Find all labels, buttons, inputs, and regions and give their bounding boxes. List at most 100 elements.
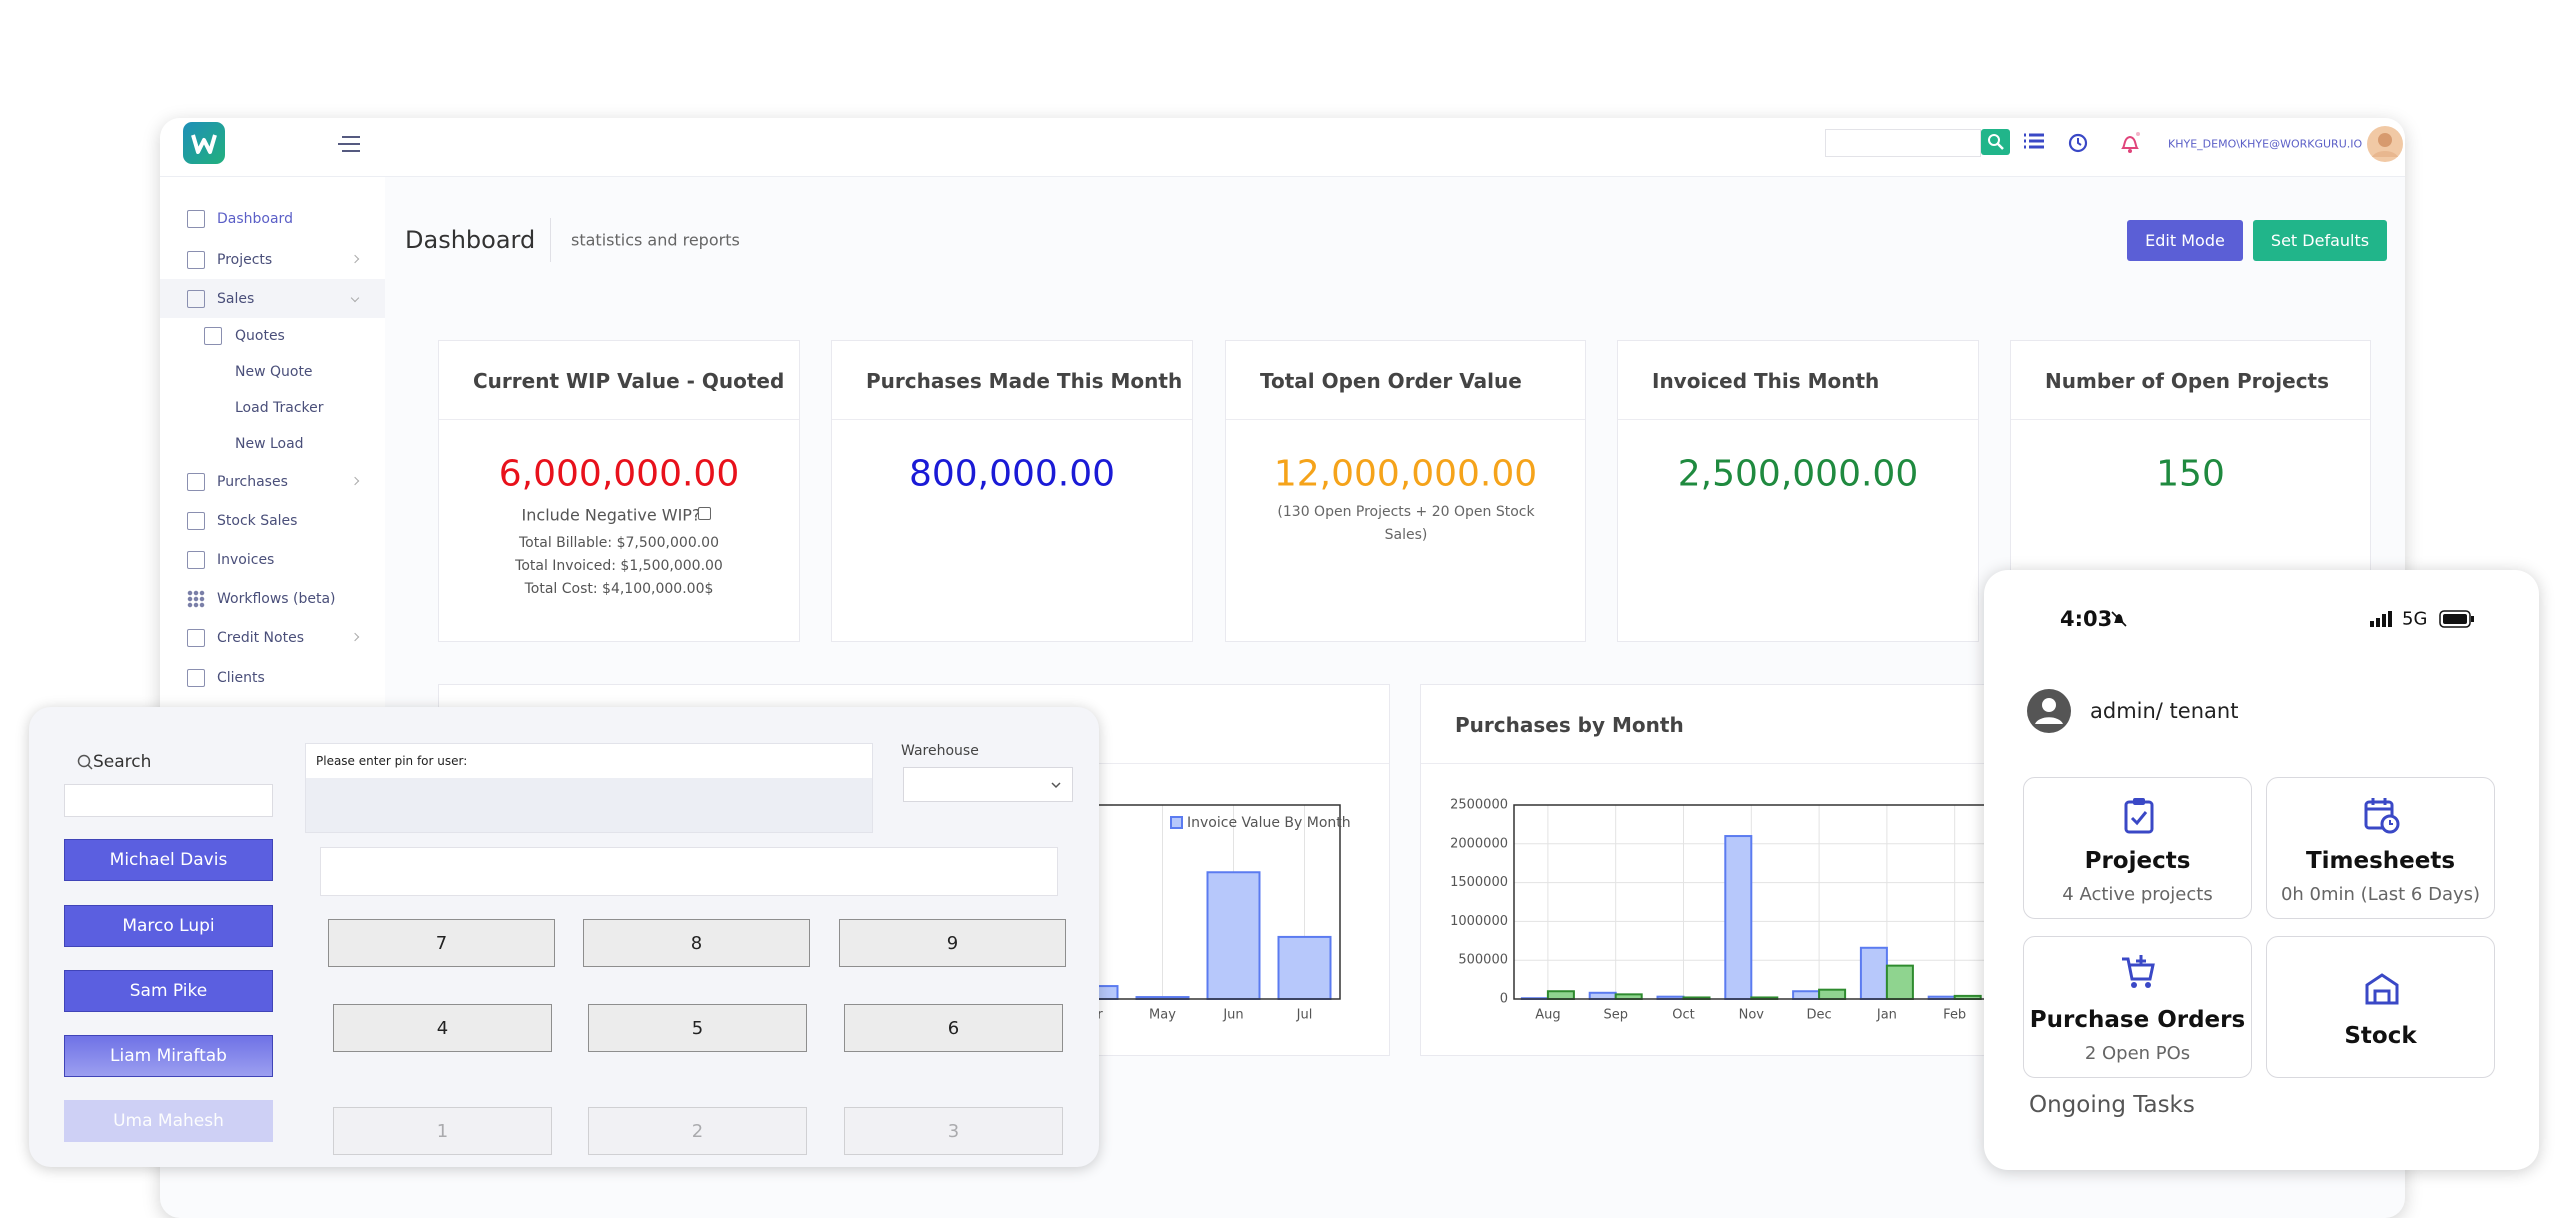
- employee-button[interactable]: Michael Davis: [64, 839, 273, 881]
- x-tick-label: Sep: [1603, 1008, 1628, 1023]
- card-value: 12,000,000.00: [1273, 453, 1538, 495]
- tile-subtitle: 0h 0min (Last 6 Days): [2280, 884, 2481, 905]
- battery-icon: [2439, 610, 2474, 628]
- page-title: Dashboard: [405, 226, 536, 254]
- stat-card: Current WIP Value - Quoted 6,000,000.00 …: [438, 340, 800, 642]
- search-input[interactable]: [1825, 129, 1981, 157]
- sidebar-icon: [187, 290, 205, 308]
- bar: [1859, 946, 1888, 1000]
- search-icon: [1988, 134, 2004, 150]
- sidebar-icon: [204, 327, 222, 345]
- pin-prompt: Please enter pin for user:: [316, 754, 468, 768]
- sidebar-icon: [187, 590, 205, 608]
- sidebar-item[interactable]: New Load: [235, 436, 304, 452]
- page-subtitle: statistics and reports: [571, 230, 740, 250]
- employee-button[interactable]: Marco Lupi: [64, 905, 273, 947]
- card-title: Invoiced This Month: [1652, 369, 1880, 393]
- sidebar-item[interactable]: Stock Sales: [217, 513, 298, 529]
- keypad-key[interactable]: 2: [588, 1107, 807, 1155]
- bar: [1277, 935, 1332, 1000]
- stat-card: Invoiced This Month 2,500,000.00: [1617, 340, 1979, 642]
- keypad-key[interactable]: 6: [844, 1004, 1063, 1052]
- sidebar-item[interactable]: Workflows (beta): [217, 591, 336, 607]
- keypad-key[interactable]: 1: [333, 1107, 552, 1155]
- sidebar-item[interactable]: Clients: [217, 670, 265, 686]
- sidebar-item[interactable]: Credit Notes: [217, 630, 304, 646]
- sidebar-item[interactable]: Projects: [217, 252, 273, 268]
- tile-subtitle: 2 Open POs: [2084, 1043, 2191, 1064]
- card-title: Purchases Made This Month: [866, 369, 1183, 393]
- tile-purchase-orders[interactable]: Purchase Orders 2 Open POs: [2023, 936, 2252, 1078]
- list-icon[interactable]: [2022, 130, 2046, 154]
- sidebar-icon: [187, 512, 205, 530]
- stat-card: Total Open Order Value 12,000,000.00 (13…: [1225, 340, 1586, 642]
- sidebar-icon: [187, 629, 205, 647]
- clock-icon[interactable]: [2067, 132, 2089, 154]
- edit-mode-button[interactable]: Edit Mode: [2127, 220, 2243, 261]
- keypad-key[interactable]: 3: [844, 1107, 1063, 1155]
- sidebar-item[interactable]: Load Tracker: [235, 400, 324, 416]
- tile-title: Stock: [2344, 1023, 2417, 1049]
- signal-icon: [2370, 611, 2392, 627]
- employee-button[interactable]: Liam Miraftab: [64, 1035, 273, 1077]
- title-divider: [550, 218, 551, 262]
- keypad-key[interactable]: 7: [328, 919, 555, 967]
- pin-input[interactable]: [320, 847, 1058, 896]
- sidebar-active-group: [160, 279, 385, 318]
- negative-wip-checkbox[interactable]: [698, 507, 711, 520]
- card-divider: [439, 419, 799, 420]
- plot-area: [1514, 805, 2057, 999]
- legend-label: Invoice Value By Month: [1187, 815, 1351, 831]
- keypad-key[interactable]: 5: [588, 1004, 807, 1052]
- keypad-key[interactable]: 9: [839, 919, 1066, 967]
- y-tick-label: 1500000: [1450, 875, 1508, 890]
- tile-timesheets[interactable]: Timesheets 0h 0min (Last 6 Days): [2266, 777, 2495, 919]
- pin-box: Please enter pin for user:: [305, 743, 873, 833]
- y-tick-label: 2000000: [1450, 836, 1508, 851]
- tile-icon: [2365, 973, 2399, 1005]
- bar: [1546, 990, 1575, 1000]
- tile-projects[interactable]: Projects 4 Active projects: [2023, 777, 2252, 919]
- status-network: 5G: [2402, 608, 2428, 630]
- employee-button[interactable]: Uma Mahesh: [64, 1100, 273, 1142]
- set-defaults-button[interactable]: Set Defaults: [2253, 220, 2387, 261]
- logo[interactable]: [183, 122, 225, 164]
- sidebar-icon: [187, 551, 205, 569]
- keypad-key[interactable]: 4: [333, 1004, 552, 1052]
- employee-search[interactable]: [64, 784, 273, 817]
- search-button[interactable]: [1981, 129, 2010, 155]
- user-name[interactable]: KHYE_DEMO\KHYE@WORKGURU.IO: [2168, 137, 2363, 151]
- card-value: 150: [2156, 453, 2225, 495]
- bar: [1818, 988, 1847, 1000]
- card-note: (130 Open Projects + 20 Open Stock Sales…: [1277, 504, 1535, 543]
- keypad-key[interactable]: 8: [583, 919, 810, 967]
- bar: [1588, 991, 1617, 1000]
- user-avatar[interactable]: [2366, 125, 2404, 163]
- y-tick-label: 1000000: [1450, 914, 1508, 929]
- bar: [1206, 871, 1261, 1001]
- search-label: Search: [93, 752, 152, 772]
- bell-icon[interactable]: [2118, 130, 2142, 156]
- tile-stock[interactable]: Stock: [2266, 936, 2495, 1078]
- card-divider: [1618, 419, 1978, 420]
- sidebar-item[interactable]: Dashboard: [217, 211, 293, 227]
- bar: [1885, 964, 1914, 1001]
- warehouse-label: Warehouse: [901, 743, 979, 759]
- card-value: 6,000,000.00: [498, 453, 740, 495]
- sidebar-icon: [187, 210, 205, 228]
- warehouse-select[interactable]: [903, 767, 1073, 802]
- card-line: Total Billable: $7,500,000.00: [519, 535, 719, 551]
- sidebar-item[interactable]: New Quote: [235, 364, 313, 380]
- legend-swatch: [1170, 816, 1183, 829]
- menu-toggle[interactable]: [336, 134, 362, 154]
- sidebar-item[interactable]: Invoices: [217, 552, 275, 568]
- x-tick-label: Feb: [1943, 1008, 1966, 1023]
- employee-button[interactable]: Sam Pike: [64, 970, 273, 1012]
- card-divider: [832, 419, 1192, 420]
- y-tick-label: 0: [1500, 992, 1508, 1007]
- dropdown-arrow: [1051, 782, 1061, 789]
- sidebar-item[interactable]: Sales: [217, 291, 255, 307]
- sidebar-item[interactable]: Purchases: [217, 474, 288, 490]
- card-divider: [1421, 763, 2371, 764]
- sidebar-item[interactable]: Quotes: [235, 328, 285, 344]
